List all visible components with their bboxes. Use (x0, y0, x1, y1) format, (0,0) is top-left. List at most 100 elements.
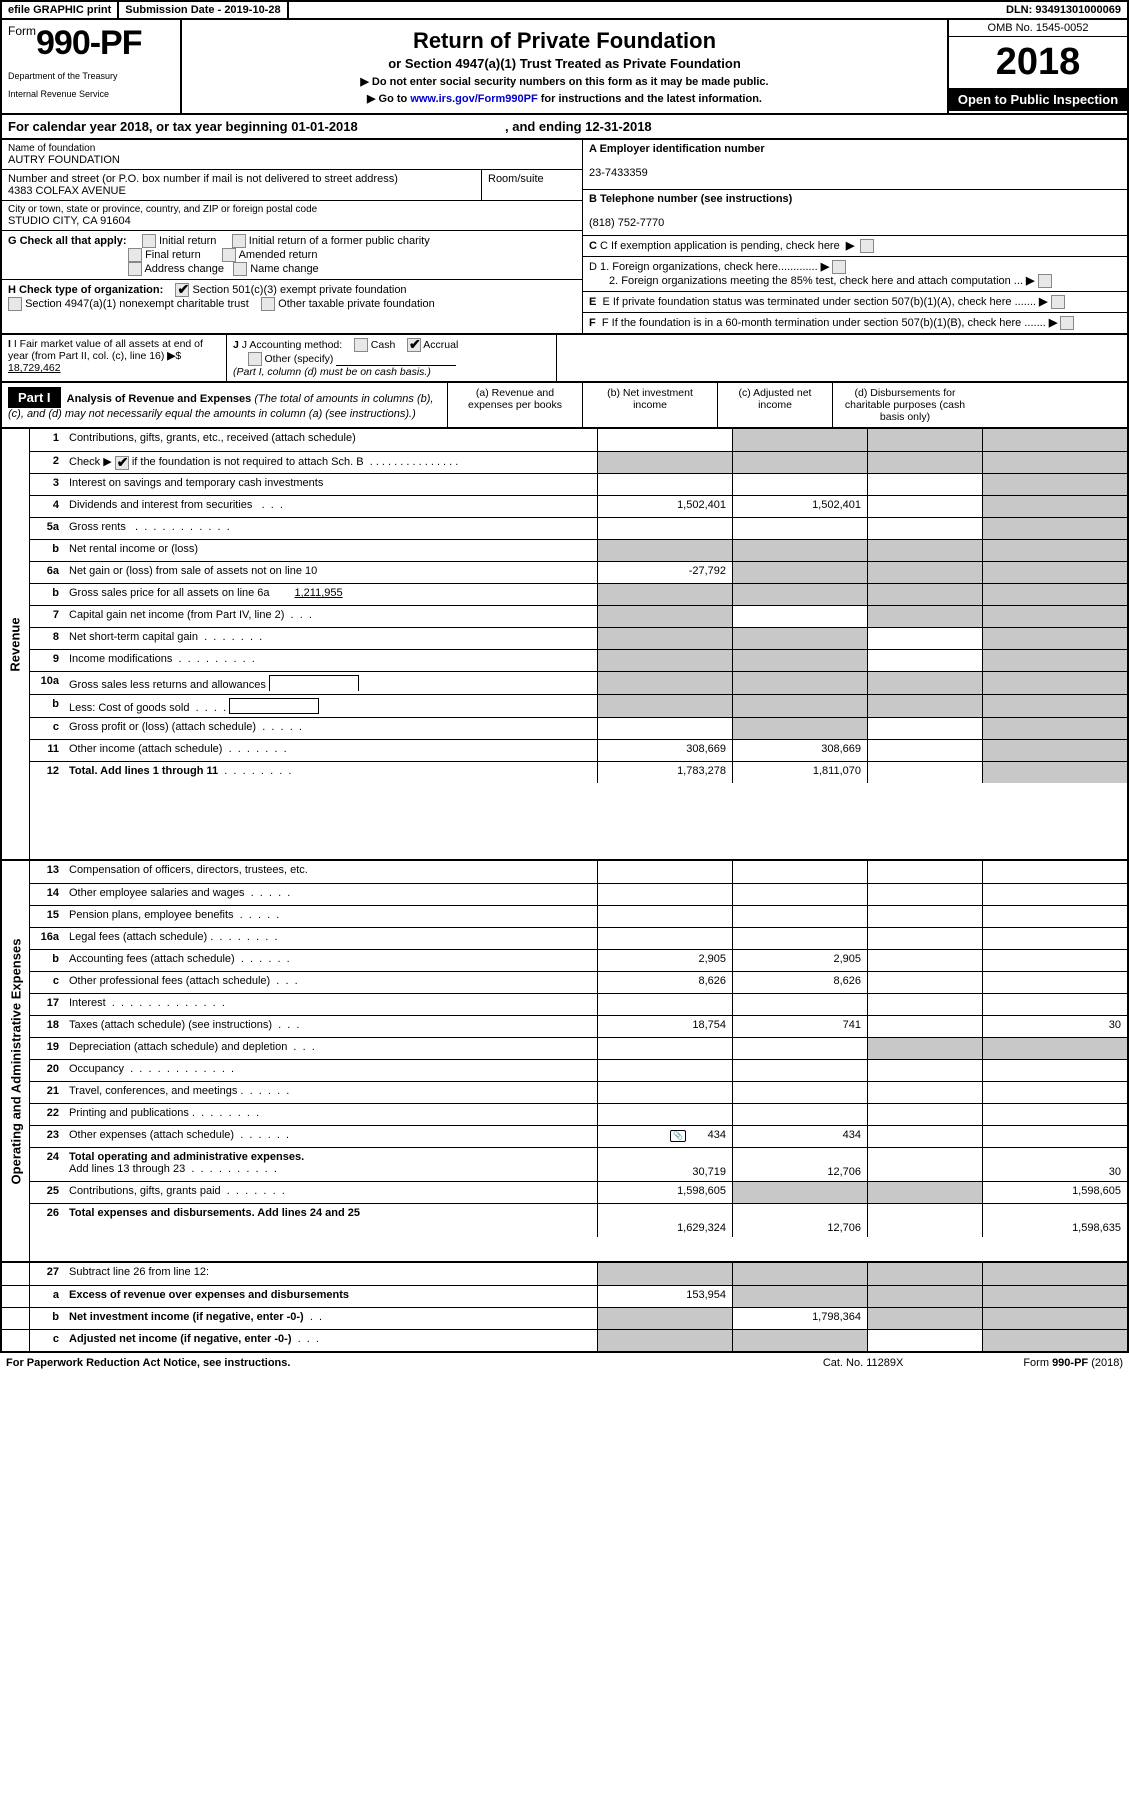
l6b-val: 1,211,955 (273, 587, 343, 599)
l18-d: 30 (982, 1016, 1127, 1037)
expenses-grid: Operating and Administrative Expenses 13… (0, 861, 1129, 1263)
efile-label: efile GRAPHIC print (2, 2, 119, 18)
omb-number: OMB No. 1545-0052 (949, 20, 1127, 37)
l16b-a: 2,905 (597, 950, 732, 971)
foundation-name: AUTRY FOUNDATION (8, 154, 576, 166)
year-end: 12-31-2018 (585, 119, 652, 134)
l11-b: 308,669 (732, 740, 867, 761)
tel-value: (818) 752-7770 (589, 217, 664, 229)
dept-irs: Internal Revenue Service (8, 89, 174, 99)
city-box: City or town, state or province, country… (2, 201, 582, 231)
accrual-checkbox[interactable] (407, 338, 421, 352)
l16b-b: 2,905 (732, 950, 867, 971)
cat-no: Cat. No. 11289X (823, 1357, 904, 1369)
l24-a: 30,719 (597, 1148, 732, 1181)
col-b-header: (b) Net investment income (582, 383, 717, 427)
l16c-b: 8,626 (732, 972, 867, 993)
col-c-header: (c) Adjusted net income (717, 383, 832, 427)
form-title-block: Return of Private Foundation or Section … (182, 20, 947, 113)
60month-checkbox[interactable] (1060, 316, 1074, 330)
fmv-box: I I Fair market value of all assets at e… (2, 335, 227, 381)
form-id-block: Form990-PF Department of the Treasury In… (2, 20, 182, 113)
page-footer: For Paperwork Reduction Act Notice, see … (0, 1353, 1129, 1373)
final-return-checkbox[interactable] (128, 248, 142, 262)
entity-section: Name of foundation AUTRY FOUNDATION Numb… (0, 140, 1129, 335)
other-method-checkbox[interactable] (248, 352, 262, 366)
part1-title: Analysis of Revenue and Expenses (67, 393, 252, 405)
amended-return-checkbox[interactable] (222, 248, 236, 262)
h-check-box: H Check type of organization: Section 50… (2, 280, 582, 314)
501c3-checkbox[interactable] (175, 283, 189, 297)
form-header: Form990-PF Department of the Treasury In… (0, 20, 1129, 115)
dln: DLN: 93491301000069 (1000, 2, 1127, 18)
l23-a: 434 (708, 1129, 726, 1141)
calendar-year-row: For calendar year 2018, or tax year begi… (0, 115, 1129, 140)
line27-grid: 27Subtract line 26 from line 12: aExcess… (0, 1263, 1129, 1353)
initial-return-checkbox[interactable] (142, 234, 156, 248)
accounting-box: J J Accounting method: Cash Accrual Othe… (227, 335, 557, 381)
city-state-zip: STUDIO CITY, CA 91604 (8, 215, 576, 227)
l12-b: 1,811,070 (732, 762, 867, 783)
cash-checkbox[interactable] (354, 338, 368, 352)
foreign-org-checkbox[interactable] (832, 260, 846, 274)
fmv-value: 18,729,462 (8, 362, 61, 374)
street-address: 4383 COLFAX AVENUE (8, 185, 475, 197)
tel-box: B Telephone number (see instructions) (8… (583, 190, 1127, 236)
l26-d: 1,598,635 (982, 1204, 1127, 1237)
l11-a: 308,669 (597, 740, 732, 761)
l25-d: 1,598,605 (982, 1182, 1127, 1203)
4947a1-checkbox[interactable] (8, 297, 22, 311)
header-bar: efile GRAPHIC print Submission Date - 20… (0, 0, 1129, 20)
foundation-name-box: Name of foundation AUTRY FOUNDATION (2, 140, 582, 170)
ssn-warning: ▶ Do not enter social security numbers o… (190, 75, 939, 88)
goto-line: ▶ Go to www.irs.gov/Form990PF for instru… (190, 92, 939, 105)
irs-link[interactable]: www.irs.gov/Form990PF (410, 93, 537, 105)
l24-b: 12,706 (732, 1148, 867, 1181)
f-box: F F If the foundation is in a 60-month t… (583, 313, 1127, 333)
initial-public-checkbox[interactable] (232, 234, 246, 248)
l23-b: 434 (732, 1126, 867, 1147)
year-begin: 01-01-2018 (291, 119, 358, 134)
c-box: C C If exemption application is pending,… (583, 236, 1127, 257)
year-block: OMB No. 1545-0052 2018 Open to Public In… (947, 20, 1127, 113)
l16c-a: 8,626 (597, 972, 732, 993)
revenue-vlabel: Revenue (2, 429, 30, 859)
name-change-checkbox[interactable] (233, 262, 247, 276)
paperwork-notice: For Paperwork Reduction Act Notice, see … (6, 1357, 290, 1369)
l24-d: 30 (982, 1148, 1127, 1181)
tax-year: 2018 (949, 37, 1127, 88)
l26-a: 1,629,324 (597, 1204, 732, 1237)
attachment-icon[interactable]: 📎 (670, 1130, 686, 1142)
expenses-vlabel: Operating and Administrative Expenses (2, 861, 30, 1261)
l18-a: 18,754 (597, 1016, 732, 1037)
d-box: D 1. Foreign organizations, check here..… (583, 257, 1127, 292)
e-box: E E If private foundation status was ter… (583, 292, 1127, 313)
open-public-badge: Open to Public Inspection (949, 88, 1127, 111)
revenue-grid: Revenue 1Contributions, gifts, grants, e… (0, 429, 1129, 861)
submission-date: Submission Date - 2019-10-28 (119, 2, 288, 18)
terminated-checkbox[interactable] (1051, 295, 1065, 309)
part1-label: Part I (8, 387, 61, 408)
address-box: Number and street (or P.O. box number if… (2, 170, 482, 200)
part1-header-row: Part I Analysis of Revenue and Expenses … (0, 383, 1129, 429)
exemption-pending-checkbox[interactable] (860, 239, 874, 253)
85pct-checkbox[interactable] (1038, 274, 1052, 288)
form-subtitle: or Section 4947(a)(1) Trust Treated as P… (190, 56, 939, 71)
l26-b: 12,706 (732, 1204, 867, 1237)
schb-checkbox[interactable] (115, 456, 129, 470)
other-taxable-checkbox[interactable] (261, 297, 275, 311)
l4-b: 1,502,401 (732, 496, 867, 517)
fmv-accounting-row: I I Fair market value of all assets at e… (0, 335, 1129, 383)
col-a-header: (a) Revenue and expenses per books (447, 383, 582, 427)
g-check-box: G Check all that apply: Initial return I… (2, 231, 582, 280)
form-title: Return of Private Foundation (190, 28, 939, 54)
l18-b: 741 (732, 1016, 867, 1037)
ein-box: A Employer identification number 23-7433… (583, 140, 1127, 190)
l25-a: 1,598,605 (597, 1182, 732, 1203)
address-change-checkbox[interactable] (128, 262, 142, 276)
l27b-b: 1,798,364 (732, 1308, 867, 1329)
col-d-header: (d) Disbursements for charitable purpose… (832, 383, 977, 427)
l4-a: 1,502,401 (597, 496, 732, 517)
form-prefix: Form (8, 24, 36, 38)
l12-a: 1,783,278 (597, 762, 732, 783)
